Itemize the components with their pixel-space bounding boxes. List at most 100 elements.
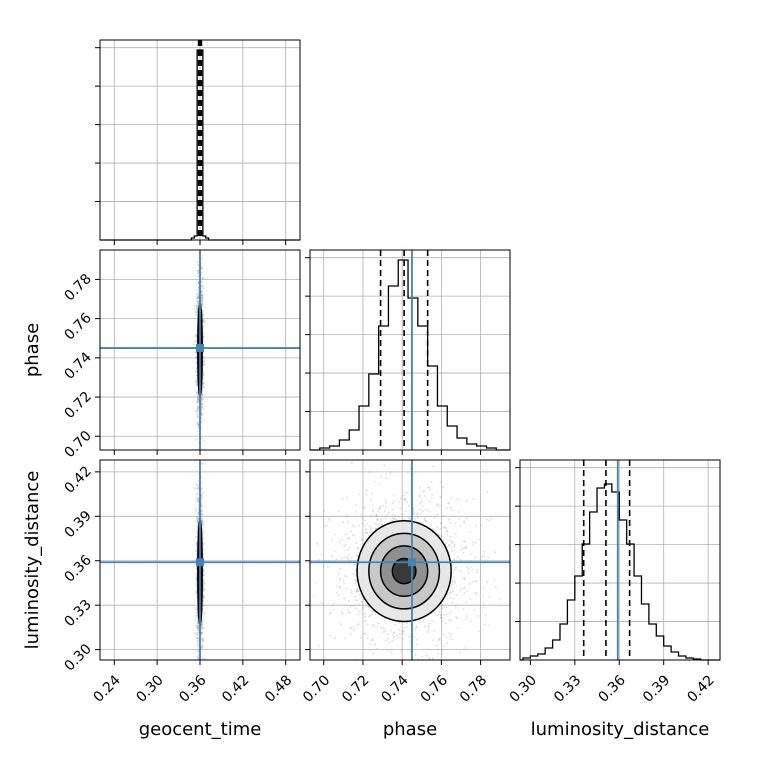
sample-point	[201, 646, 204, 649]
sample-point	[378, 523, 381, 526]
sample-point	[354, 599, 357, 601]
sample-point	[412, 506, 415, 509]
sample-point	[482, 603, 485, 605]
sample-point	[347, 537, 350, 539]
sample-point	[200, 299, 203, 302]
sample-point	[360, 538, 363, 541]
sample-point	[445, 527, 448, 530]
sample-point	[430, 523, 433, 526]
sample-point	[428, 656, 431, 659]
sample-point	[197, 395, 199, 398]
sample-point	[200, 518, 203, 521]
sample-point	[375, 514, 378, 517]
sample-point	[371, 610, 374, 612]
sample-point	[453, 568, 456, 571]
sample-point	[200, 497, 203, 500]
sample-point	[448, 612, 451, 615]
sample-point	[406, 471, 409, 474]
sample-point	[407, 636, 410, 639]
sample-point	[323, 509, 326, 512]
sample-point	[203, 374, 206, 377]
sample-point	[355, 554, 358, 557]
sample-point	[418, 621, 421, 624]
sample-point	[459, 558, 462, 561]
sample-point	[456, 627, 459, 629]
sample-point	[445, 606, 448, 609]
sample-point	[430, 481, 433, 483]
sample-point	[201, 637, 204, 640]
sample-point	[449, 521, 452, 524]
sample-point	[428, 486, 431, 489]
sample-point	[370, 639, 373, 642]
sample-point	[440, 614, 443, 617]
sample-point	[196, 655, 199, 658]
sample-point	[196, 626, 199, 629]
sample-point	[196, 520, 199, 523]
sample-point	[195, 381, 197, 384]
sample-point	[449, 591, 452, 594]
sample-point	[442, 538, 445, 541]
sample-point	[203, 360, 206, 362]
sample-point	[201, 622, 204, 625]
sample-point	[197, 401, 200, 404]
sample-point	[202, 595, 205, 598]
sample-point	[195, 414, 198, 417]
sample-point	[463, 591, 466, 594]
sample-point	[202, 439, 205, 442]
sample-point	[476, 571, 479, 573]
panel-hist-luminosity_distance	[515, 459, 721, 665]
sample-point	[197, 408, 200, 411]
sample-point	[195, 410, 198, 412]
sample-point	[416, 516, 419, 519]
sample-point	[364, 615, 367, 618]
sample-point	[202, 381, 204, 384]
sample-point	[457, 511, 460, 514]
sample-point	[330, 554, 333, 557]
sample-point	[395, 518, 398, 521]
sample-point	[195, 311, 198, 314]
sample-point	[312, 595, 315, 598]
sample-point	[204, 611, 207, 614]
sample-point	[334, 636, 337, 639]
sample-point	[376, 625, 379, 627]
sample-point	[195, 487, 198, 490]
sample-point	[329, 635, 331, 637]
sample-point	[200, 437, 203, 440]
sample-point	[196, 493, 198, 496]
sample-point	[203, 306, 206, 309]
histogram-step-luminosity_distance	[520, 483, 720, 661]
sample-point	[196, 484, 199, 487]
sample-point	[196, 656, 199, 659]
sample-point	[400, 650, 403, 652]
sample-point	[197, 393, 200, 396]
sample-point	[356, 547, 359, 549]
sample-point	[200, 624, 203, 627]
sample-point	[202, 571, 205, 573]
sample-point	[201, 639, 204, 642]
sample-point	[343, 597, 346, 600]
sample-point	[200, 494, 203, 497]
sample-point	[196, 608, 198, 611]
sample-point	[443, 614, 446, 616]
sample-point	[431, 620, 433, 622]
sample-point	[448, 517, 451, 520]
sample-point	[360, 522, 363, 525]
sample-point	[431, 657, 434, 660]
sample-point	[317, 543, 319, 545]
sample-point	[196, 401, 198, 404]
sample-point	[197, 302, 200, 305]
sample-point	[202, 523, 205, 526]
sample-point	[203, 595, 206, 598]
sample-point	[349, 626, 352, 629]
sample-point	[392, 494, 395, 497]
sample-point	[433, 611, 436, 614]
sample-point	[196, 516, 199, 519]
sample-point	[393, 500, 396, 503]
sample-point	[436, 513, 439, 516]
sample-point	[339, 568, 342, 570]
sample-point	[391, 508, 394, 511]
sample-point	[193, 487, 196, 490]
sample-point	[462, 547, 465, 550]
sample-point	[197, 296, 200, 299]
sample-point	[463, 521, 466, 524]
